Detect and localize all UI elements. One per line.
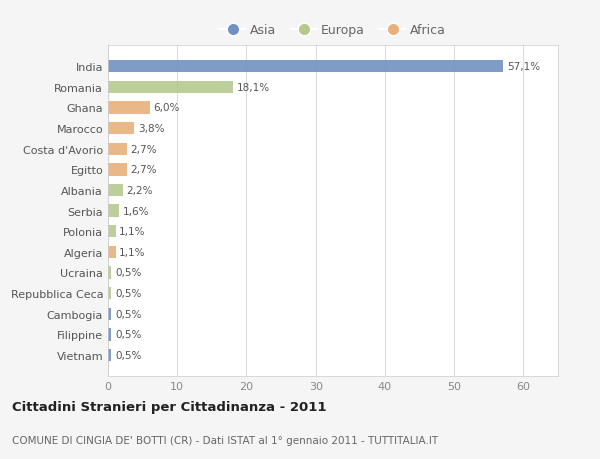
- Bar: [108, 102, 149, 114]
- Bar: [108, 123, 134, 135]
- Text: 0,5%: 0,5%: [115, 350, 141, 360]
- Text: 18,1%: 18,1%: [237, 83, 270, 93]
- Bar: [108, 267, 112, 279]
- Bar: [108, 308, 112, 320]
- Bar: [108, 287, 112, 300]
- Bar: [108, 205, 119, 217]
- Legend: Asia, Europa, Africa: Asia, Europa, Africa: [215, 19, 451, 42]
- Text: 0,5%: 0,5%: [115, 288, 141, 298]
- Text: 3,8%: 3,8%: [138, 124, 164, 134]
- Text: 1,1%: 1,1%: [119, 227, 146, 237]
- Text: 57,1%: 57,1%: [507, 62, 540, 72]
- Text: 1,6%: 1,6%: [122, 206, 149, 216]
- Text: COMUNE DI CINGIA DE' BOTTI (CR) - Dati ISTAT al 1° gennaio 2011 - TUTTITALIA.IT: COMUNE DI CINGIA DE' BOTTI (CR) - Dati I…: [12, 435, 438, 445]
- Text: 6,0%: 6,0%: [153, 103, 179, 113]
- Bar: [108, 143, 127, 156]
- Bar: [108, 225, 116, 238]
- Bar: [108, 61, 503, 73]
- Bar: [108, 246, 116, 258]
- Bar: [108, 185, 123, 197]
- Bar: [108, 329, 112, 341]
- Text: 0,5%: 0,5%: [115, 268, 141, 278]
- Text: Cittadini Stranieri per Cittadinanza - 2011: Cittadini Stranieri per Cittadinanza - 2…: [12, 400, 326, 413]
- Bar: [108, 164, 127, 176]
- Text: 2,2%: 2,2%: [127, 185, 153, 196]
- Bar: [108, 349, 112, 361]
- Text: 0,5%: 0,5%: [115, 309, 141, 319]
- Bar: [108, 82, 233, 94]
- Text: 1,1%: 1,1%: [119, 247, 146, 257]
- Text: 0,5%: 0,5%: [115, 330, 141, 340]
- Text: 2,7%: 2,7%: [130, 145, 157, 154]
- Text: 2,7%: 2,7%: [130, 165, 157, 175]
